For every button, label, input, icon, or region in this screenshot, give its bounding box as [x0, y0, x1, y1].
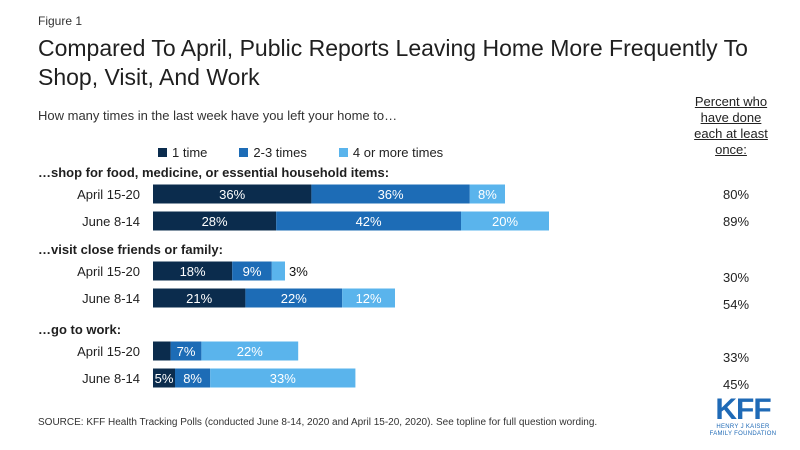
chart-subtitle: How many times in the last week have you…	[38, 108, 398, 123]
bar-segment-1-1-2	[342, 288, 395, 308]
row-total-0-0: 80%	[723, 187, 749, 202]
legend-label-1-time: 1 time	[172, 145, 208, 160]
bar-segment-0-0-0	[153, 184, 312, 204]
bar-label-1-1-1: 22%	[281, 291, 307, 306]
row-label-2-0: April 15-20	[77, 344, 140, 359]
legend: 1 time 2-3 times 4 or more times	[158, 145, 443, 160]
bar-label-2-1-0: 5%	[155, 371, 174, 386]
bar-label-1-0-0: 18%	[180, 264, 206, 279]
bar-label-0-1-1: 42%	[356, 214, 382, 229]
row-total-1-1: 54%	[723, 297, 749, 312]
row-label-2-1: June 8-14	[82, 371, 140, 386]
bar-label-0-1-2: 20%	[492, 214, 518, 229]
row-total-0-1: 89%	[723, 214, 749, 229]
row-total-2-1: 45%	[723, 377, 749, 392]
row-total-1-0: 30%	[723, 270, 749, 285]
bar-label-2-0-1: 7%	[177, 344, 196, 359]
legend-swatch-2-3-times	[239, 148, 249, 157]
bar-label-0-1-0: 28%	[202, 214, 228, 229]
bar-label-0-0-1: 36%	[378, 187, 404, 202]
legend-label-2-3-times: 2-3 times	[253, 145, 307, 160]
bar-segment-0-0-2	[469, 184, 505, 204]
row-label-0-1: June 8-14	[82, 214, 140, 229]
bar-label-2-1-1: 8%	[183, 371, 202, 386]
bar-segment-0-1-0	[153, 211, 277, 231]
bar-segment-1-0-1	[232, 261, 272, 281]
bar-label-1-1-0: 21%	[186, 291, 212, 306]
bar-label-1-0-1: 9%	[243, 264, 262, 279]
bar-label-1-0-2: 3%	[289, 264, 308, 279]
bar-label-1-1-2: 12%	[356, 291, 382, 306]
legend-item-1-time: 1 time	[158, 145, 207, 160]
bar-segment-2-1-2	[210, 368, 356, 388]
row-label-1-1: June 8-14	[82, 291, 140, 306]
row-label-1-0: April 15-20	[77, 264, 140, 279]
bar-segment-2-0-0	[153, 341, 171, 361]
figure-label: Figure 1	[38, 14, 83, 28]
bar-segment-0-1-1	[276, 211, 461, 231]
group-heading-1: …visit close friends or family:	[38, 242, 223, 257]
bar-segment-1-0-0	[153, 261, 233, 281]
bar-label-2-1-2: 33%	[270, 371, 296, 386]
kff-logo-line1: HENRY J KAISER	[716, 424, 770, 430]
legend-label-4-or-more-times: 4 or more times	[352, 145, 444, 160]
group-heading-2: …go to work:	[38, 322, 121, 337]
source-note: SOURCE: KFF Health Tracking Polls (condu…	[38, 417, 598, 428]
kff-logo: KFF HENRY J KAISER FAMILY FOUNDATION	[706, 393, 780, 438]
total-column-header: Percent who have done each at least once…	[686, 94, 776, 158]
bar-segment-1-1-1	[245, 288, 343, 308]
bar-segment-0-0-1	[311, 184, 470, 204]
row-total-2-0: 33%	[723, 350, 749, 365]
bar-segment-2-1-1	[175, 368, 211, 388]
legend-item-4-or-more-times: 4 or more times	[338, 145, 444, 160]
kff-logo-mark: KFF	[715, 393, 771, 426]
chart-title: Compared To April, Public Reports Leavin…	[38, 35, 748, 90]
total-column-header-text: Percent who have done each at least once…	[694, 94, 768, 157]
legend-swatch-4-or-more-times	[338, 148, 348, 157]
legend-swatch-1-time	[158, 148, 167, 157]
kff-logo-line2: FAMILY FOUNDATION	[709, 431, 777, 437]
bar-segment-1-1-0	[153, 288, 246, 308]
bar-label-0-0-2: 8%	[478, 187, 497, 202]
bar-segment-0-1-2	[461, 211, 549, 231]
bar-label-0-0-0: 36%	[219, 187, 245, 202]
bar-segment-2-0-2	[201, 341, 299, 361]
bar-segment-1-0-2	[271, 261, 285, 281]
bar-label-2-0-2: 22%	[237, 344, 263, 359]
row-label-0-0: April 15-20	[77, 187, 140, 202]
legend-item-2-3-times: 2-3 times	[239, 145, 307, 160]
bar-segment-2-0-1	[170, 341, 202, 361]
group-heading-0: …shop for food, medicine, or essential h…	[38, 165, 389, 180]
bar-segment-2-1-0	[153, 368, 175, 388]
